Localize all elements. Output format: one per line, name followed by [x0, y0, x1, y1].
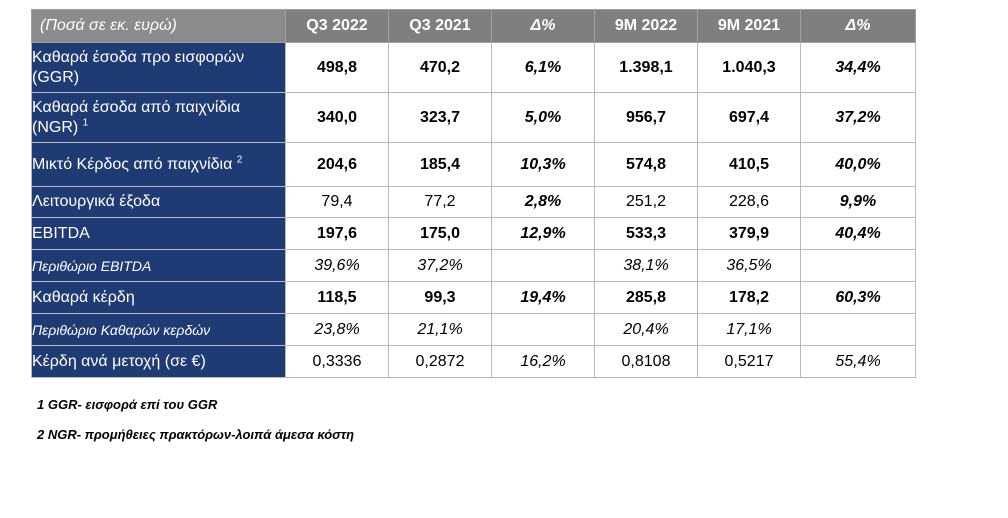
header-9m-change: Δ%	[800, 9, 916, 43]
header-units-label: (Ποσά σε εκ. ευρώ)	[31, 9, 286, 43]
row-label-text: Καθαρά έσοδα από παιχνίδια (NGR)	[32, 98, 241, 136]
cell-q3-change: 6,1%	[491, 42, 595, 93]
cell-q3-2022: 340,0	[285, 92, 389, 143]
cell-9m-2021: 379,9	[697, 217, 801, 250]
cell-9m-2022: 20,4%	[594, 313, 698, 346]
header-q3-change: Δ%	[491, 9, 595, 43]
cell-9m-2021: 17,1%	[697, 313, 801, 346]
header-9m-2022: 9M 2022	[594, 9, 698, 43]
cell-q3-change: 12,9%	[491, 217, 595, 250]
cell-9m-2022: 574,8	[594, 142, 698, 187]
cell-q3-change: 19,4%	[491, 281, 595, 314]
cell-q3-2022: 118,5	[285, 281, 389, 314]
cell-q3-2022: 79,4	[285, 186, 389, 218]
row-label: Λειτουργικά έξοδα	[31, 186, 286, 218]
cell-q3-change: 16,2%	[491, 345, 595, 378]
table-row-operating-expenses: Λειτουργικά έξοδα 79,4 77,2 2,8% 251,2 2…	[31, 186, 916, 218]
row-label: Μικτό Κέρδος από παιχνίδια 2	[31, 142, 286, 187]
cell-9m-2022: 956,7	[594, 92, 698, 143]
cell-9m-change: 37,2%	[800, 92, 916, 143]
header-q3-2022: Q3 2022	[285, 9, 389, 43]
table-row-net-profit: Καθαρά κέρδη 118,5 99,3 19,4% 285,8 178,…	[31, 281, 916, 314]
cell-9m-change	[800, 313, 916, 346]
cell-9m-change: 55,4%	[800, 345, 916, 378]
row-label: Καθαρά κέρδη	[31, 281, 286, 314]
header-9m-2021: 9M 2021	[697, 9, 801, 43]
cell-q3-change: 5,0%	[491, 92, 595, 143]
cell-q3-2021: 0,2872	[388, 345, 492, 378]
cell-9m-change: 34,4%	[800, 42, 916, 93]
footnote-2: 2 NGR- προμήθειες πρακτόρων-λοιπά άμεσα …	[37, 427, 355, 442]
cell-9m-2021: 1.040,3	[697, 42, 801, 93]
cell-9m-change: 40,4%	[800, 217, 916, 250]
table-row-ebitda-margin: Περιθώριο EBITDA 39,6% 37,2% 38,1% 36,5%	[31, 249, 916, 282]
cell-9m-2021: 697,4	[697, 92, 801, 143]
cell-9m-2021: 0,5217	[697, 345, 801, 378]
row-label-text: Μικτό Κέρδος από παιχνίδια	[32, 155, 233, 173]
row-label: Περιθώριο EBITDA	[31, 249, 286, 282]
table-row-ngr: Καθαρά έσοδα από παιχνίδια (NGR) 1 340,0…	[31, 92, 916, 143]
cell-9m-2022: 533,3	[594, 217, 698, 250]
financial-results-table: (Ποσά σε εκ. ευρώ) Q3 2022 Q3 2021 Δ% 9M…	[31, 9, 916, 378]
cell-9m-2021: 228,6	[697, 186, 801, 218]
cell-q3-2022: 0,3336	[285, 345, 389, 378]
cell-9m-change	[800, 249, 916, 282]
footnote-1: 1 GGR- εισφορά επί του GGR	[37, 397, 218, 412]
cell-q3-2021: 323,7	[388, 92, 492, 143]
cell-9m-2021: 36,5%	[697, 249, 801, 282]
table-row-ebitda: EBITDA 197,6 175,0 12,9% 533,3 379,9 40,…	[31, 217, 916, 250]
table-row-ggr: Καθαρά έσοδα προ εισφορών (GGR) 498,8 47…	[31, 42, 916, 93]
row-label: Κέρδη ανά μετοχή (σε €)	[31, 345, 286, 378]
cell-q3-2021: 175,0	[388, 217, 492, 250]
cell-9m-change: 60,3%	[800, 281, 916, 314]
cell-q3-2021: 21,1%	[388, 313, 492, 346]
footnote-marker: 2	[236, 154, 243, 166]
footnote-marker: 1	[82, 117, 89, 129]
cell-q3-2022: 23,8%	[285, 313, 389, 346]
cell-9m-change: 9,9%	[800, 186, 916, 218]
cell-q3-2022: 498,8	[285, 42, 389, 93]
cell-q3-2021: 470,2	[388, 42, 492, 93]
cell-9m-2022: 38,1%	[594, 249, 698, 282]
table-row-net-margin: Περιθώριο Καθαρών κερδών 23,8% 21,1% 20,…	[31, 313, 916, 346]
cell-9m-2022: 251,2	[594, 186, 698, 218]
cell-q3-change: 10,3%	[491, 142, 595, 187]
row-label: Καθαρά έσοδα από παιχνίδια (NGR) 1	[31, 92, 286, 143]
cell-q3-2021: 99,3	[388, 281, 492, 314]
cell-q3-2022: 197,6	[285, 217, 389, 250]
cell-q3-2021: 77,2	[388, 186, 492, 218]
cell-q3-2022: 39,6%	[285, 249, 389, 282]
cell-9m-2021: 410,5	[697, 142, 801, 187]
cell-q3-change	[491, 249, 595, 282]
cell-9m-2022: 1.398,1	[594, 42, 698, 93]
row-label: EBITDA	[31, 217, 286, 250]
cell-q3-change: 2,8%	[491, 186, 595, 218]
table-row-gross-profit: Μικτό Κέρδος από παιχνίδια 2 204,6 185,4…	[31, 142, 916, 187]
row-label: Καθαρά έσοδα προ εισφορών (GGR)	[31, 42, 286, 93]
table-row-eps: Κέρδη ανά μετοχή (σε €) 0,3336 0,2872 16…	[31, 345, 916, 378]
cell-q3-change	[491, 313, 595, 346]
cell-q3-2021: 37,2%	[388, 249, 492, 282]
cell-9m-2022: 0,8108	[594, 345, 698, 378]
table-header-row: (Ποσά σε εκ. ευρώ) Q3 2022 Q3 2021 Δ% 9M…	[31, 9, 916, 43]
cell-q3-2021: 185,4	[388, 142, 492, 187]
cell-q3-2022: 204,6	[285, 142, 389, 187]
header-q3-2021: Q3 2021	[388, 9, 492, 43]
cell-9m-change: 40,0%	[800, 142, 916, 187]
cell-9m-2022: 285,8	[594, 281, 698, 314]
row-label: Περιθώριο Καθαρών κερδών	[31, 313, 286, 346]
cell-9m-2021: 178,2	[697, 281, 801, 314]
